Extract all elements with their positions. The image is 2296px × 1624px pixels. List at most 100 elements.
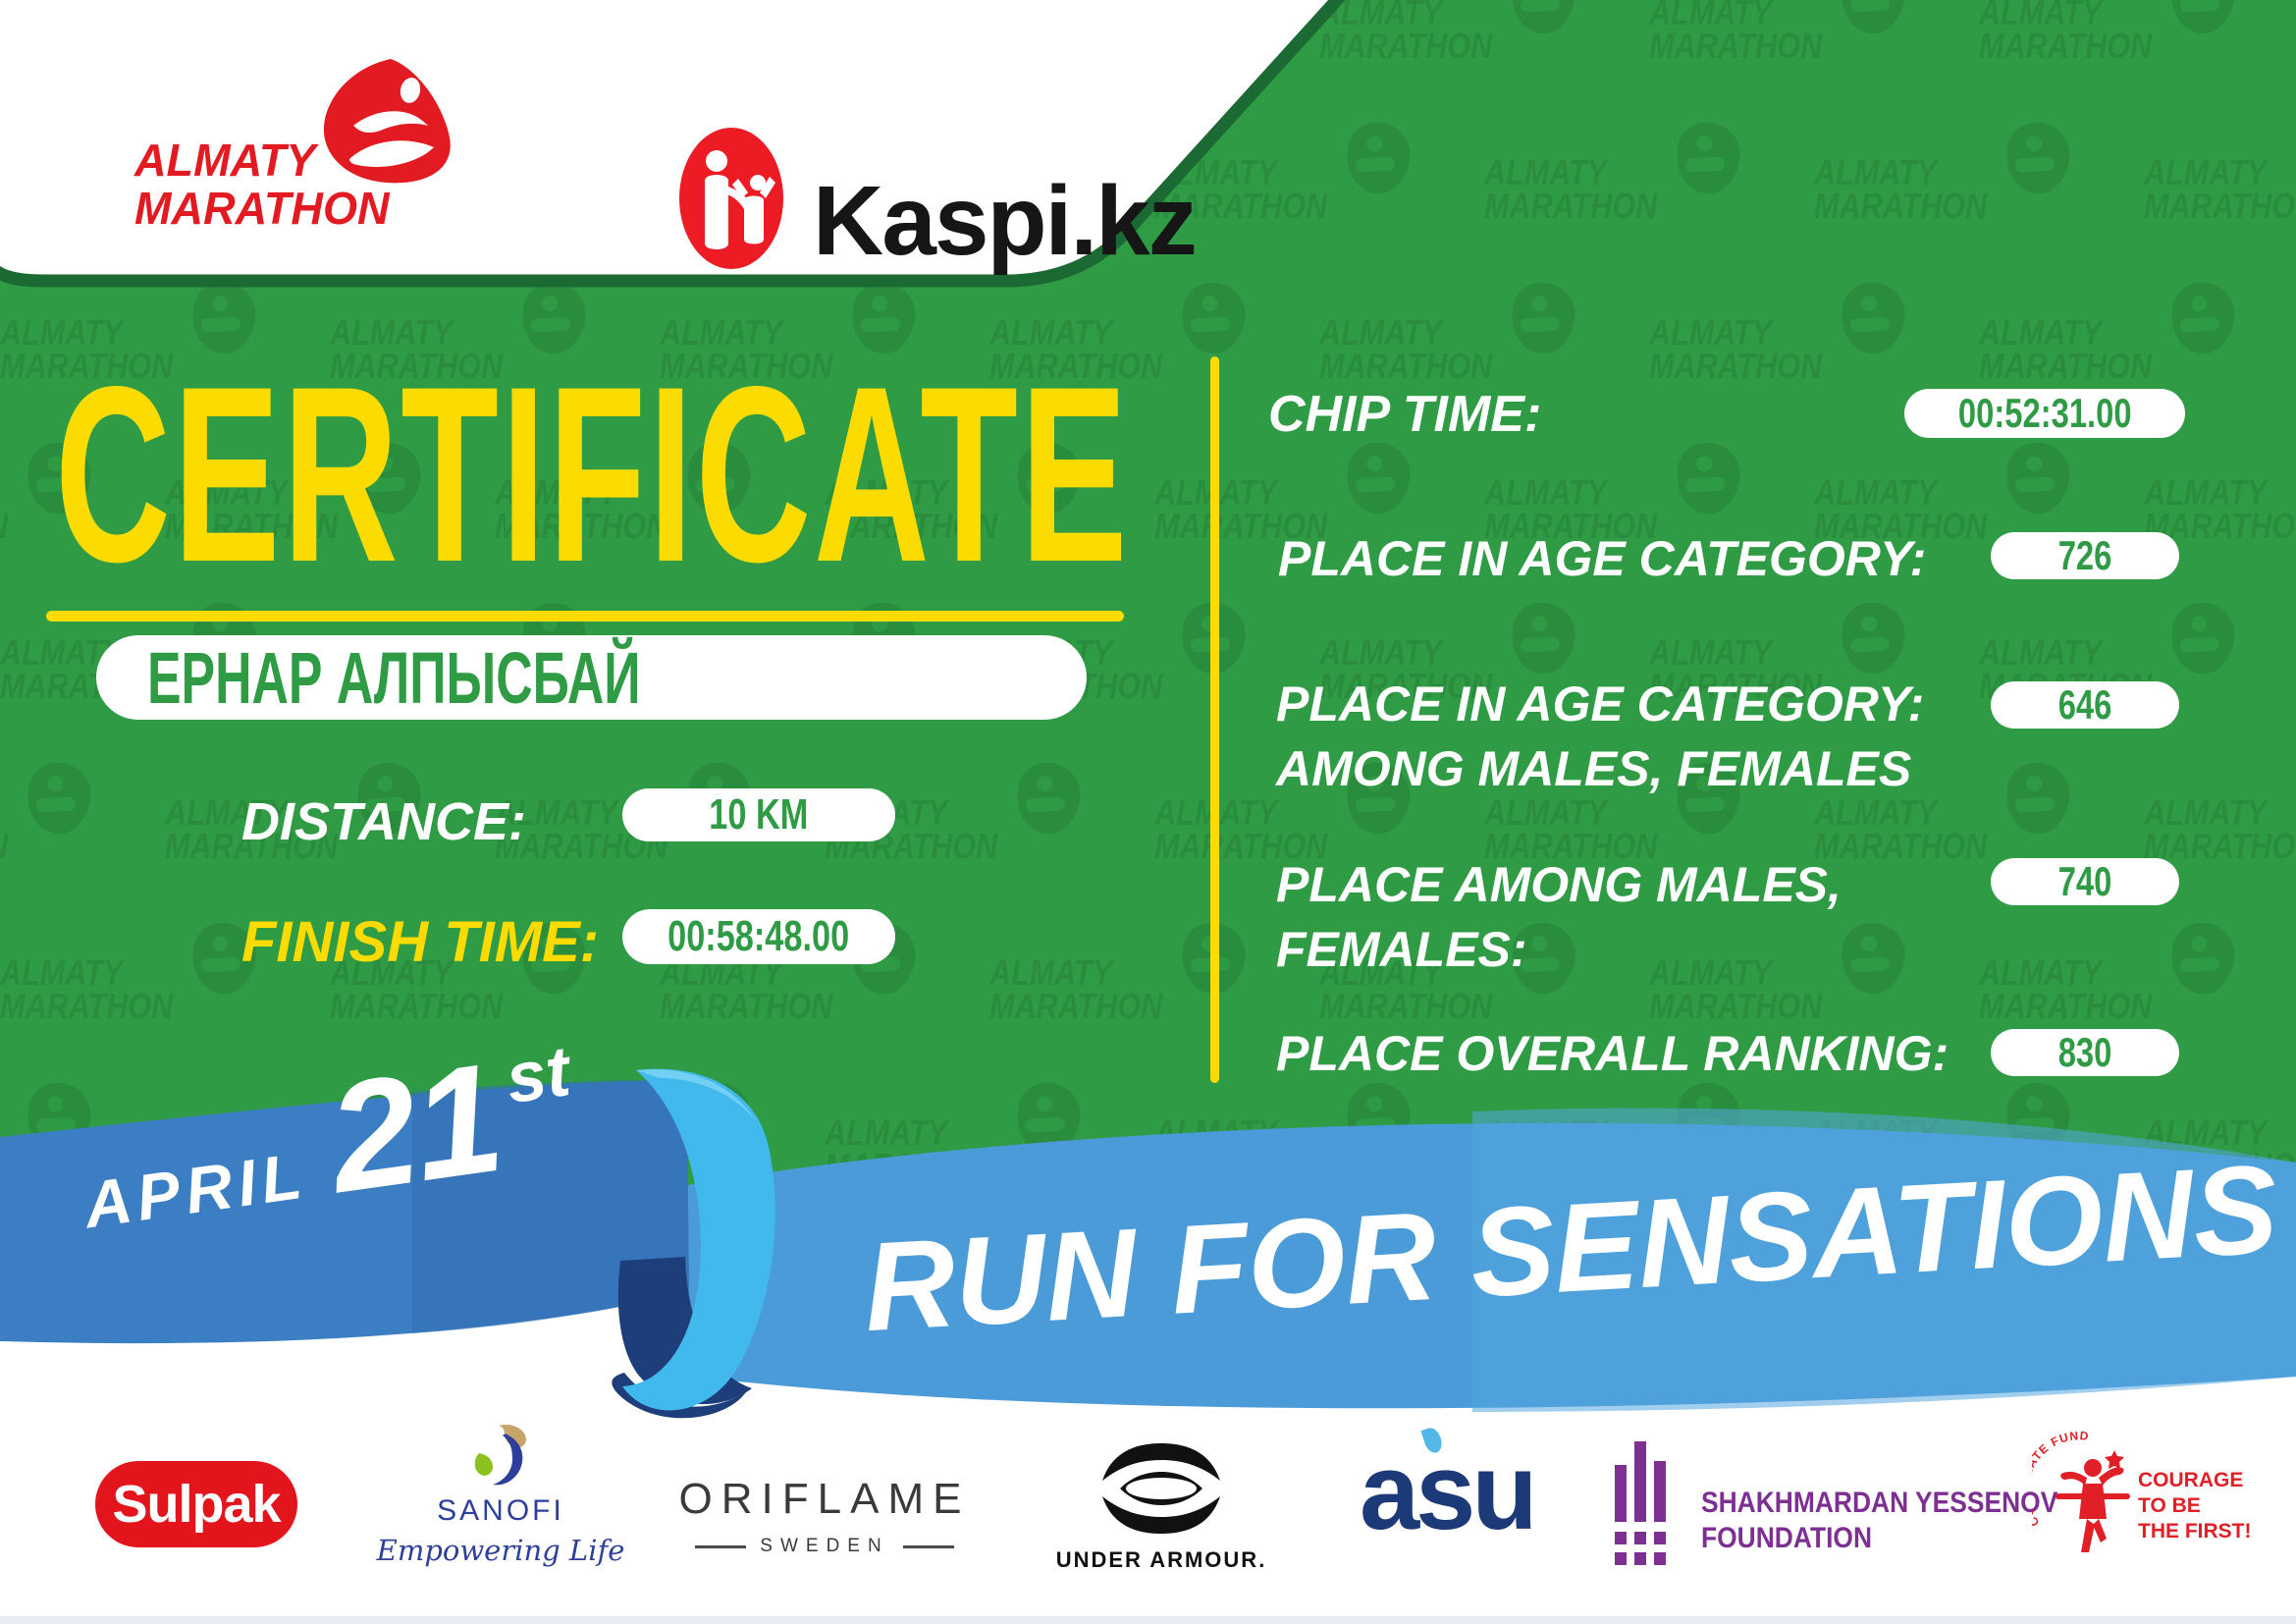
yessenov-text-line2: FOUNDATION (1701, 1522, 1873, 1554)
oriflame-sub-text: SWEDEN (760, 1536, 889, 1556)
sulpak-logo: Sulpak (95, 1461, 297, 1547)
under-armour-icon (1102, 1443, 1220, 1534)
courage-text-line3: THE FIRST! (2138, 1520, 2252, 1543)
ribbon-cyan-curl (622, 1068, 775, 1411)
place-among-males-pill: 740 (1991, 858, 2179, 905)
runner-name-field: ЕРНАР АЛПЫСБАЙ (96, 635, 1087, 720)
kaspi-icon (679, 128, 783, 269)
sanofi-swirl-icon (474, 1424, 526, 1486)
place-among-males-label-line2: FEMALES: (1276, 922, 1527, 977)
place-overall-value: 830 (2057, 1029, 2112, 1075)
title-underline (46, 611, 1124, 622)
sanofi-logo: SANOFI Empowering Life (377, 1424, 624, 1567)
under-armour-text: UNDER ARMOUR. (1055, 1547, 1267, 1572)
header-shape (0, 0, 1346, 288)
ribbon-date-day: 21 (319, 1031, 510, 1226)
place-among-males-value: 740 (2057, 858, 2112, 904)
runner-name: ЕРНАР АЛПЫСБАЙ (147, 636, 641, 719)
finish-time-value: 00:58:48.00 (667, 912, 850, 960)
yessenov-text-line1: SHAKHMARDAN YESSENOV (1701, 1487, 2058, 1519)
chip-time-pill: 00:52:31.00 (1904, 389, 2185, 438)
courage-text-line1: COURAGE (2138, 1469, 2244, 1491)
sulpak-logo-text: Sulpak (112, 1475, 281, 1534)
almaty-logo-line1: ALMATY (134, 135, 316, 186)
oriflame-logo-text: ORIFLAME (678, 1475, 971, 1523)
asu-logo-text: asu (1360, 1432, 1538, 1552)
place-among-males-label-line1: PLACE AMONG MALES, (1276, 857, 1842, 912)
place-age-category-label: PLACE IN AGE CATEGORY: (1278, 531, 1927, 586)
ribbon-date-suffix: st (501, 1032, 575, 1119)
footer-bottom-strip (0, 1616, 2296, 1624)
oriflame-left-line (695, 1544, 747, 1548)
under-armour-logo: UNDER ARMOUR. (1056, 1441, 1264, 1573)
finish-time-label: FINISH TIME: (241, 910, 600, 974)
courage-text: COURAGE TO BE THE FIRST! (2138, 1468, 2252, 1544)
certificate-title: CERTIFICATE (55, 335, 1130, 615)
courage-emblem-icon: CORPORATE FUND (2032, 1429, 2130, 1552)
place-age-males-pill: 646 (1991, 681, 2179, 729)
yellow-divider (1210, 356, 1219, 1083)
sanofi-tagline: Empowering Life (376, 1534, 625, 1567)
place-age-category-value: 726 (2057, 532, 2112, 578)
distance-value-pill: 10 KM (622, 788, 895, 841)
kaspi-logo: Kaspi.kz (677, 126, 1198, 276)
place-age-males-label-line2: AMONG MALES, FEMALES (1276, 741, 1912, 796)
distance-value: 10 KM (709, 790, 809, 839)
place-overall-label: PLACE OVERALL RANKING: (1276, 1026, 1949, 1081)
courage-text-line2: TO BE (2138, 1494, 2201, 1517)
oriflame-sub: SWEDEN (695, 1536, 954, 1557)
